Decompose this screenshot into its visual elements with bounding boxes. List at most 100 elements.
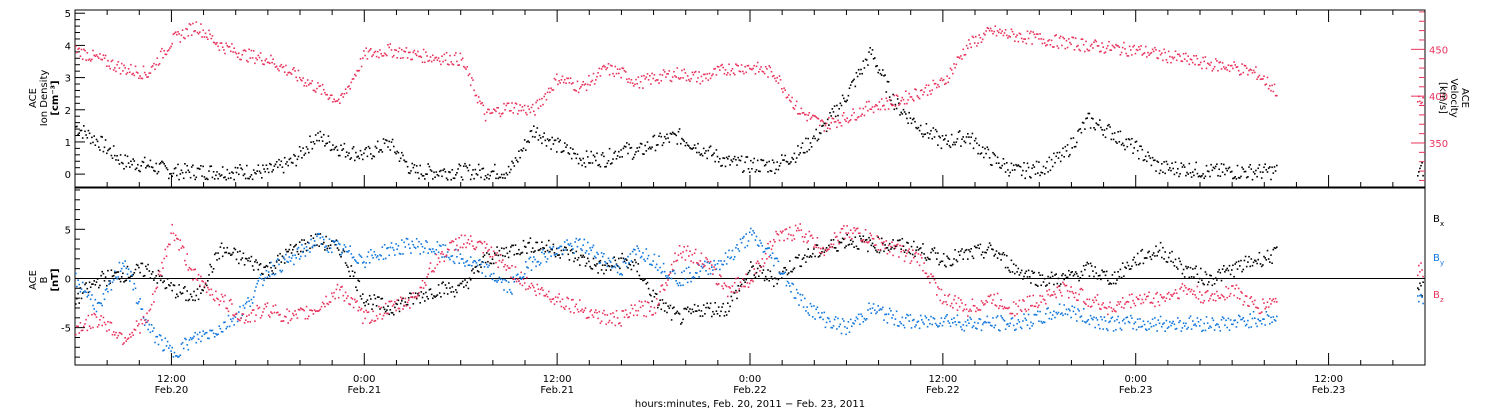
density-point (809, 142, 812, 144)
by-point (1206, 322, 1209, 324)
bx-point (1151, 254, 1154, 256)
bx-point (426, 295, 428, 298)
bx-point (246, 258, 248, 260)
bx-point (867, 250, 869, 253)
velocity-point (312, 89, 315, 92)
density-point (915, 126, 917, 129)
bx-point (550, 248, 552, 250)
bz-point (98, 324, 100, 326)
by-point (896, 324, 899, 327)
velocity-point (538, 98, 541, 101)
by-point (688, 266, 690, 269)
bx-point (1079, 277, 1082, 279)
density-point (813, 135, 815, 137)
bz-point (542, 289, 544, 292)
by-point (432, 248, 434, 250)
by-point (822, 318, 824, 321)
density-point (972, 147, 975, 150)
velocity-point (763, 72, 766, 75)
density-point (1250, 168, 1253, 170)
by-point (440, 245, 442, 247)
bx-point (231, 253, 233, 256)
bx-point (740, 283, 743, 286)
bz-point (259, 317, 262, 319)
bz-point (435, 253, 438, 256)
by-point (684, 278, 687, 280)
by-point (213, 336, 216, 338)
by-point (1034, 313, 1037, 316)
bx-point (1090, 265, 1093, 267)
bx-point (515, 253, 518, 255)
bz-point (453, 249, 456, 251)
velocity-point (1163, 48, 1165, 51)
density-point (1134, 141, 1137, 143)
density-point (520, 149, 522, 151)
by-point (196, 333, 199, 336)
bx-point (1251, 264, 1254, 267)
density-point (1073, 146, 1076, 148)
bz-point (863, 241, 866, 244)
bx-point (521, 251, 524, 254)
velocity-point (98, 57, 100, 59)
bx-point (1010, 259, 1013, 262)
density-point (379, 149, 381, 151)
density-point (293, 153, 295, 156)
by-point (680, 284, 682, 287)
bx-point (746, 273, 749, 276)
by-point (760, 242, 762, 244)
by-point (1069, 309, 1071, 312)
by-point (390, 242, 393, 244)
bx-point (147, 263, 149, 266)
velocity-point (162, 57, 164, 59)
density-point (854, 85, 857, 88)
bx-point (362, 293, 364, 295)
by-point (217, 333, 219, 335)
by-point (737, 248, 739, 250)
bz-point (748, 282, 751, 285)
bx-point (87, 291, 90, 294)
bx-point (809, 255, 812, 257)
bx-point (693, 303, 696, 306)
density-point (730, 159, 733, 161)
density-point (1006, 162, 1008, 164)
density-point (251, 178, 254, 181)
density-point (715, 149, 718, 151)
velocity-point (750, 68, 752, 70)
bz-point (747, 286, 750, 288)
bx-point (988, 242, 991, 244)
bz-point (264, 303, 266, 306)
by-point (382, 258, 385, 260)
bx-point (926, 256, 929, 259)
bz-point (597, 317, 599, 320)
bz-point (751, 279, 753, 281)
by-point (395, 243, 397, 245)
density-point (410, 170, 412, 172)
velocity-point (847, 121, 850, 124)
bx-point (112, 274, 115, 277)
density-point (933, 136, 936, 138)
density-point (145, 167, 147, 169)
velocity-point (95, 54, 98, 56)
velocity-point (753, 64, 755, 67)
bz-point (603, 309, 605, 312)
velocity-point (762, 71, 765, 73)
density-point (784, 154, 786, 157)
bx-point (830, 239, 832, 241)
bz-point (334, 297, 336, 300)
bz-point (475, 246, 478, 249)
bz-point (443, 260, 446, 263)
velocity-point (197, 33, 200, 35)
velocity-point (259, 52, 262, 54)
density-point (282, 171, 285, 174)
velocity-point (168, 49, 170, 51)
bz-point (348, 303, 350, 305)
velocity-point (1217, 69, 1219, 72)
by-point (833, 318, 836, 321)
by-point (697, 263, 699, 266)
velocity-point (112, 69, 115, 71)
bx-point (1226, 267, 1228, 270)
velocity-point (115, 70, 117, 73)
density-point (504, 177, 506, 179)
bx-point (190, 295, 193, 298)
velocity-point (503, 102, 505, 105)
